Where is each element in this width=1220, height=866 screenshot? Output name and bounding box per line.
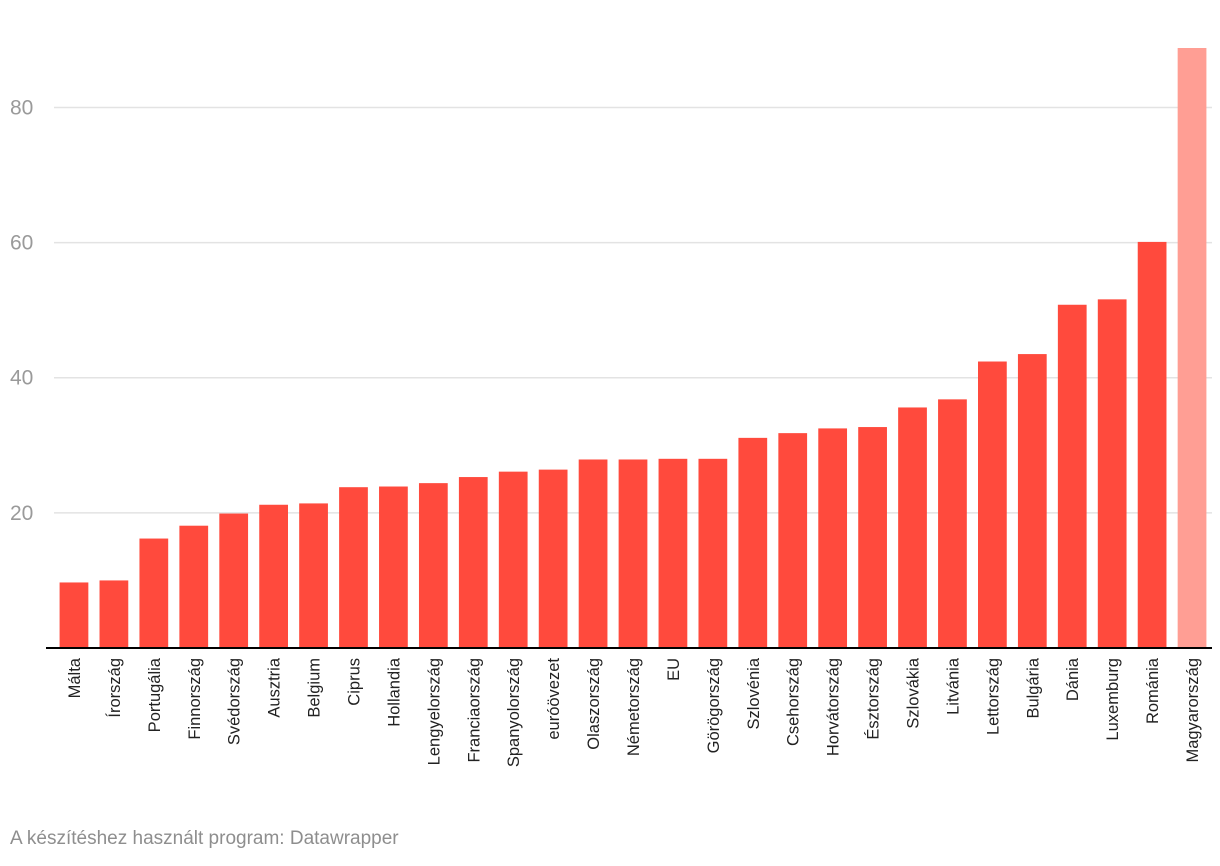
x-category-label-29: Magyarország: [1184, 658, 1202, 763]
bar-16: [658, 458, 688, 648]
x-category-label-11: Franciaország: [465, 658, 483, 763]
bar-18: [738, 437, 768, 648]
x-category-label-24: Lettország: [984, 658, 1002, 735]
bar-23: [938, 399, 967, 648]
x-category-label-21: Észtország: [864, 658, 883, 740]
bar-6: [259, 504, 288, 648]
bar-14: [578, 459, 608, 648]
bar-21: [858, 427, 887, 648]
bar-10: [418, 483, 448, 648]
x-category-label-19: Csehország: [785, 658, 803, 746]
x-category-label-10: Lengyelország: [425, 658, 443, 765]
x-category-label-2: Írország: [105, 658, 124, 718]
y-tick-label-40: 40: [10, 367, 33, 390]
x-category-label-6: Ausztria: [266, 657, 284, 717]
footer-credit: A készítéshez használt program: Datawrap…: [10, 828, 399, 849]
x-category-label-9: Hollandia: [385, 657, 403, 727]
x-category-label-13: euróövezet: [545, 658, 563, 740]
bar-13: [538, 469, 568, 648]
x-category-label-7: Belgium: [306, 658, 324, 718]
x-category-label-3: Portugália: [146, 657, 164, 732]
x-category-label-17: Görögország: [705, 658, 723, 753]
bar-7: [299, 503, 328, 648]
bar-9: [379, 486, 408, 648]
bar-22: [898, 407, 927, 648]
bar-2: [99, 580, 129, 648]
x-category-label-1: Málta: [66, 657, 84, 698]
bar-17: [698, 458, 728, 648]
x-category-label-20: Horvátország: [825, 658, 843, 756]
x-category-label-22: Szlovákia: [905, 657, 923, 728]
x-category-label-25: Bulgária: [1024, 657, 1042, 718]
x-category-label-4: Finnország: [186, 658, 204, 740]
bar-3: [139, 538, 169, 648]
x-category-label-14: Olaszország: [585, 658, 603, 750]
x-category-label-23: Litvánia: [944, 657, 962, 715]
bar-24: [978, 361, 1007, 648]
x-category-label-8: Ciprus: [345, 658, 363, 706]
category-label-layer: Málta Írország Portugália Finnország Svédors…: [66, 657, 1202, 767]
x-category-label-12: Spanyolország: [505, 658, 523, 767]
bar-26: [1057, 304, 1087, 648]
bar-4: [179, 525, 209, 648]
bar-25: [1017, 354, 1047, 648]
x-category-label-15: Németország: [625, 658, 643, 756]
y-tick-label-60: 60: [10, 232, 33, 255]
bar-8: [339, 487, 368, 648]
bar-20: [818, 428, 848, 648]
x-category-label-27: Luxemburg: [1104, 658, 1122, 741]
chart-svg: 20 40 60 80 Málta Írország Portugália Finnorsz…: [10, 48, 1212, 767]
bar-12: [498, 471, 528, 648]
x-category-label-28: Románia: [1144, 657, 1162, 724]
x-category-label-5: Svédország: [226, 658, 244, 745]
x-category-label-16: EU: [665, 658, 683, 681]
bar-27: [1097, 299, 1127, 648]
bar-29: [1177, 48, 1207, 648]
bar-28: [1137, 241, 1167, 648]
bar-11: [458, 477, 488, 648]
x-category-label-18: Szlovénia: [745, 657, 763, 729]
bar-chart: 20 40 60 80 Málta Írország Portugália Finnorsz…: [10, 48, 1212, 767]
bar-5: [219, 513, 249, 648]
bar-layer: [59, 48, 1207, 648]
x-category-label-26: Dánia: [1064, 657, 1082, 701]
bar-19: [778, 433, 808, 648]
bar-1: [59, 582, 89, 648]
y-tick-label-20: 20: [10, 502, 33, 525]
bar-15: [618, 459, 648, 648]
y-tick-label-80: 80: [10, 96, 33, 119]
